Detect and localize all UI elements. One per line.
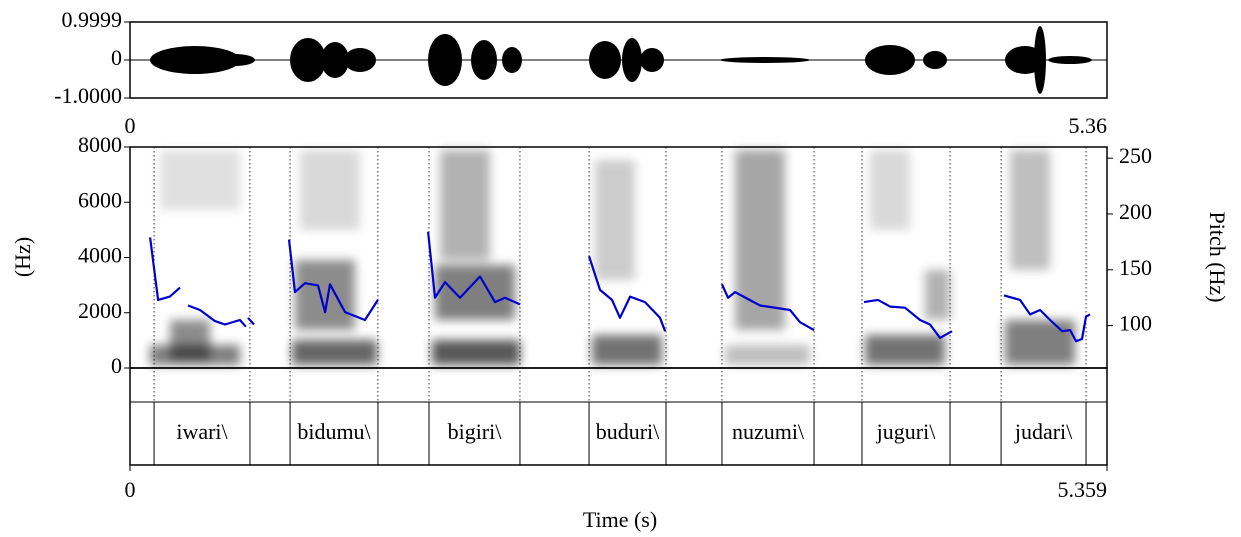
x-tick-label: 0 [125, 477, 136, 502]
pitch-contour [720, 283, 815, 332]
interval-label: buduri\ [596, 419, 660, 444]
y2-tick-label: 100 [1119, 311, 1152, 336]
pitch-contour [588, 256, 667, 332]
waveform-y-tick-label: 0.9999 [62, 7, 123, 32]
y-axis-label: (Hz) [10, 237, 35, 277]
pitch-contour [427, 231, 521, 306]
waveform-y-tick-label: -1.0000 [54, 83, 122, 108]
waveform-x-tick-label: 5.36 [1069, 113, 1108, 138]
spectrogram [150, 150, 1075, 365]
interval-label: bigiri\ [448, 419, 503, 444]
pitch-contour [863, 298, 953, 339]
x-tick-label: 5.359 [1058, 477, 1108, 502]
interval-label: judari\ [1014, 419, 1073, 444]
pitch-contour [1003, 294, 1091, 343]
waveform [130, 26, 1107, 94]
y-tick-label: 2000 [78, 298, 122, 323]
y-tick-label: 6000 [78, 187, 122, 212]
pitch-contour [149, 237, 255, 328]
interval-label: iwari\ [176, 419, 228, 444]
waveform-x-tick-label: 0 [125, 113, 136, 138]
y2-axis-label: Pitch (Hz) [1205, 211, 1230, 302]
y2-tick-label: 200 [1119, 199, 1152, 224]
waveform-y-tick-label: 0 [111, 45, 122, 70]
y-tick-label: 8000 [78, 132, 122, 157]
interval-label: juguri\ [876, 419, 937, 444]
textgrid-frame [129, 367, 1108, 466]
interval-label: nuzumi\ [732, 419, 805, 444]
y2-tick-label: 150 [1119, 255, 1152, 280]
pitch-contour [287, 239, 379, 322]
interval-label: bidumu\ [297, 419, 371, 444]
y-tick-label: 4000 [78, 243, 122, 268]
y-tick-label: 0 [111, 353, 122, 378]
x-axis-label: Time (s) [583, 507, 657, 532]
y2-tick-label: 250 [1119, 143, 1152, 168]
